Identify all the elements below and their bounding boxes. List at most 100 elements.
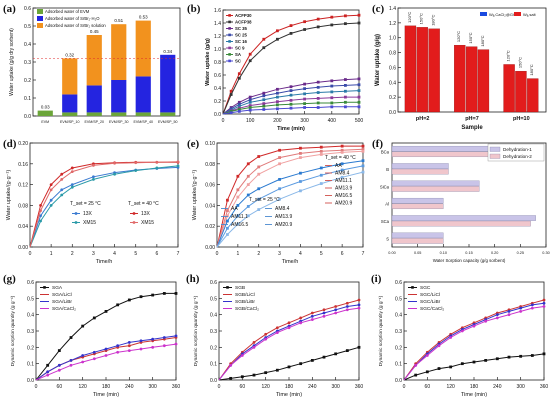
data-point [113,172,116,176]
legend-swatch [37,16,43,21]
data-point [322,355,326,359]
x-axis-label: Sample [461,125,483,131]
y-tick-label: 0.2 [389,95,396,101]
x-tick-label: 60 [425,384,431,390]
panel-d: (d) 0.00 0.04 0.08 0.12 0.16 0.20 0 1 2 3 4 5 6 7 Water… [3,138,180,265]
bar-segment [160,112,176,116]
data-point [310,311,314,315]
panel-letter: (c) [372,3,385,15]
y-tick-label: 0.0 [210,378,217,384]
series-line [216,145,363,248]
data-point [357,89,361,92]
data-point [357,303,361,307]
x-tick-label: 240 [493,384,502,390]
x-tick-label: 360 [355,384,364,390]
data-point [310,359,314,362]
data-point [248,100,252,104]
legend-label: SC 35 [235,26,248,31]
data-point [246,162,250,166]
data-point [357,83,361,87]
legend-label: Dehydration-1 [503,147,532,152]
data-point [299,152,302,155]
data-point [248,59,252,63]
y-tick-label: 0.08 [18,203,28,209]
data-point [69,359,73,362]
legend-marker [228,20,231,24]
data-point [236,195,240,199]
data-point [69,363,73,367]
x-tick-label: 2 [71,251,74,257]
data-point [237,104,241,108]
legend-marker [228,46,231,50]
y-tick-label: 0.0 [214,112,221,118]
data-point [226,198,229,202]
data-point [303,102,306,105]
data-point [484,359,488,362]
data-point [70,166,74,170]
data-point [357,298,361,302]
data-point [299,171,302,175]
data-point [542,298,546,302]
data-point [357,306,361,310]
legend-label: SGB/LiCl [235,292,255,298]
data-point [310,314,314,318]
data-point [340,150,344,154]
data-point [340,144,344,148]
y-tick-label: 0.6 [389,65,396,71]
panel-c: (c) 0.0 0.2 0.4 0.6 0.8 1.0 1.2 1.4 Water uptake … [372,3,547,131]
x-tick-label: 0 [216,251,219,257]
data-point [507,313,511,317]
data-point [316,80,320,84]
legend-marker [132,212,136,215]
data-point [81,360,85,364]
bar-label: 150°C [517,57,522,68]
data-point [127,344,131,348]
x-axis-label: Time/h [96,259,113,265]
x-axis-label: Time (min) [276,392,302,398]
data-point [229,111,233,115]
series-line [222,14,360,115]
series-line [216,148,364,248]
data-point [303,20,306,24]
data-point [57,349,61,352]
legend-label: AM13.9 [335,186,352,192]
data-point [542,301,546,305]
x-tick-label: 120 [261,384,270,390]
bar-value-label: 0.34 [163,49,172,54]
x-tick-label: 180 [470,384,479,390]
series-line [218,304,360,381]
series-line [403,306,545,381]
panel-letter: (e) [187,138,200,150]
y-tick-label: 0.6 [395,280,402,286]
legend-label: Adsorbed water of SrBr₂ solution [45,23,106,28]
data-point [252,345,256,349]
panel-letter: (g) [3,273,16,285]
data-point [299,146,302,150]
data-point [340,168,344,172]
data-point [357,105,361,109]
data-point [113,161,116,165]
series-line [29,165,179,248]
data-point [49,198,53,202]
data-point [57,368,61,372]
x-tick-label: 4 [113,251,116,257]
data-point [361,147,365,151]
data-point [330,96,334,100]
legend-label: Wₐ,CaCl₂@GO/A [489,12,520,17]
bar-segment [37,110,53,116]
data-point [229,363,233,367]
data-point [248,95,252,99]
x-tick-label: 6 [155,251,158,257]
data-point [472,324,476,328]
x-tick-label: 500 [355,118,364,124]
x-tick-label: 3 [92,251,95,257]
data-point [60,193,64,197]
series-line [218,307,360,381]
x-tick-label: pH=10 [513,116,530,122]
x-tick-label: 300 [516,384,525,390]
y-tick-label: B [386,167,389,172]
y-axis-label: Water uptake (g/g dry sorbent) [9,28,15,96]
data-point [49,183,53,187]
y-tick-label: 0.0 [24,114,31,120]
